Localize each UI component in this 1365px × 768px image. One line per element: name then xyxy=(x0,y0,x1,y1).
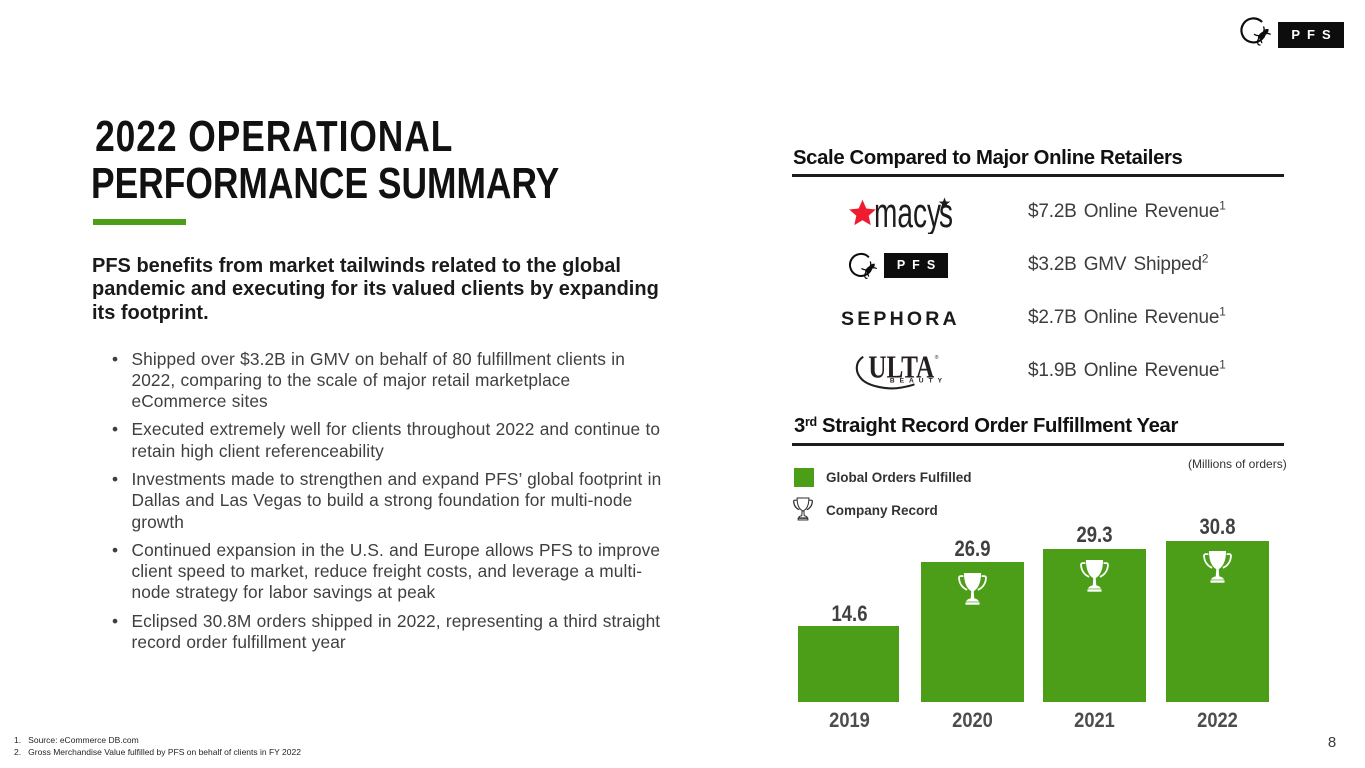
svg-text:BEAUTY: BEAUTY xyxy=(890,378,945,385)
svg-text:ULTA: ULTA xyxy=(868,350,934,384)
svg-text:macy: macy xyxy=(874,194,941,234)
svg-text:s: s xyxy=(939,194,953,234)
svg-text:®: ® xyxy=(935,354,939,361)
